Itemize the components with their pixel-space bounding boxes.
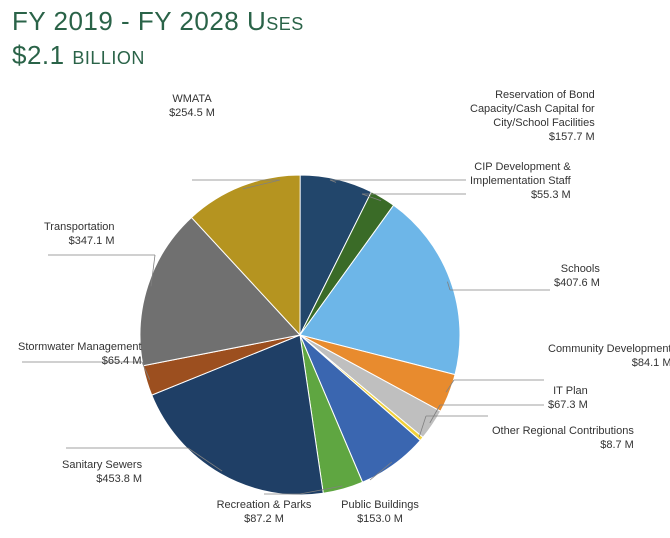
- label-wmata: WMATA $254.5 M: [169, 92, 215, 120]
- label-it: IT Plan $67.3 M: [548, 384, 588, 412]
- chart-title-line-2: $2.1 billion: [12, 40, 145, 71]
- pie-chart-area: Reservation of Bond Capacity/Cash Capita…: [0, 80, 670, 538]
- label-other: Other Regional Contributions $8.7 M: [492, 424, 634, 452]
- label-schools: Schools $407.6 M: [554, 262, 600, 290]
- label-rec_parks: Recreation & Parks $87.2 M: [217, 498, 312, 526]
- label-stormwater: Stormwater Management $65.4 M: [18, 340, 142, 368]
- label-transport: Transportation $347.1 M: [44, 220, 115, 248]
- label-community: Community Development $84.1 M: [548, 342, 670, 370]
- label-public_bldg: Public Buildings $153.0 M: [341, 498, 419, 526]
- chart-title-line-1: FY 2019 - FY 2028 Uses: [12, 6, 304, 37]
- label-reservation: Reservation of Bond Capacity/Cash Capita…: [470, 88, 595, 144]
- label-cip: CIP Development & Implementation Staff $…: [470, 160, 571, 202]
- label-sewers: Sanitary Sewers $453.8 M: [62, 458, 142, 486]
